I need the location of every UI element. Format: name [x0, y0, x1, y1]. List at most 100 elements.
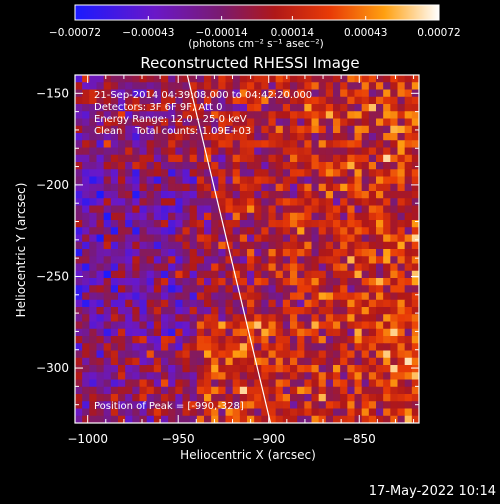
- heatmap-cell: [397, 154, 406, 163]
- heatmap-cell: [275, 241, 284, 250]
- heatmap-cell: [282, 350, 291, 359]
- heatmap-cell: [325, 263, 334, 272]
- heatmap-cell: [397, 386, 406, 395]
- heatmap-cell: [75, 140, 83, 149]
- heatmap-cell: [311, 256, 320, 265]
- heatmap-cell: [354, 140, 363, 149]
- heatmap-cell: [261, 133, 270, 141]
- heatmap-cell: [404, 336, 413, 344]
- heatmap-cell: [247, 176, 255, 185]
- heatmap-cell: [182, 394, 191, 402]
- heatmap-cell: [189, 220, 198, 228]
- heatmap-cell: [254, 133, 262, 141]
- heatmap-cell: [390, 191, 399, 199]
- heatmap-cell: [361, 249, 370, 257]
- heatmap-cell: [218, 191, 227, 199]
- heatmap-cell: [397, 394, 406, 402]
- heatmap-cell: [182, 350, 191, 359]
- heatmap-cell: [354, 394, 363, 402]
- heatmap-cell: [354, 212, 363, 221]
- heatmap-cell: [318, 394, 327, 402]
- heatmap-cell: [397, 75, 406, 83]
- heatmap-cell: [189, 285, 198, 294]
- heatmap-cell: [196, 379, 205, 388]
- heatmap-cell: [189, 227, 198, 236]
- heatmap-cell: [232, 350, 241, 359]
- heatmap-cell: [311, 285, 320, 294]
- heatmap-cell: [239, 241, 248, 250]
- heatmap-cell: [411, 256, 419, 265]
- heatmap-cell: [103, 75, 112, 83]
- heatmap-cell: [318, 191, 327, 199]
- heatmap-cell: [110, 162, 119, 170]
- heatmap-cell: [361, 212, 370, 221]
- heatmap-cell: [110, 350, 119, 359]
- heatmap-cell: [89, 162, 98, 170]
- heatmap-cell: [75, 307, 83, 315]
- heatmap-cell: [89, 372, 98, 381]
- heatmap-cell: [282, 176, 291, 185]
- heatmap-cell: [383, 183, 391, 192]
- heatmap-cell: [247, 205, 255, 214]
- heatmap-cell: [232, 183, 241, 192]
- heatmap-cell: [390, 227, 399, 236]
- heatmap-cell: [290, 183, 298, 192]
- heatmap-cell: [118, 234, 126, 243]
- heatmap-cell: [75, 249, 83, 257]
- heatmap-cell: [189, 357, 198, 366]
- heatmap-cell: [132, 169, 141, 178]
- heatmap-cell: [189, 365, 198, 373]
- heatmap-cell: [397, 278, 406, 286]
- heatmap-cell: [82, 270, 90, 279]
- heatmap-cell: [239, 379, 248, 388]
- heatmap-cell: [282, 394, 291, 402]
- heatmap-cell: [318, 241, 327, 250]
- heatmap-cell: [89, 220, 98, 228]
- heatmap-cell: [290, 212, 298, 221]
- heatmap-cell: [404, 183, 413, 192]
- heatmap-cell: [368, 249, 377, 257]
- heatmap-cell: [311, 212, 320, 221]
- annotation-energy: Energy Range: 12.0 - 25.0 keV: [94, 114, 247, 125]
- heatmap-cell: [118, 365, 126, 373]
- heatmap-cell: [175, 292, 184, 301]
- colorbar-ticks: −0.00072 −0.00043 −0.00014 0.00014 0.00043 0.…: [49, 16, 461, 39]
- heatmap-cell: [282, 401, 291, 410]
- heatmap-cell: [290, 394, 298, 402]
- heatmap-cell: [110, 104, 119, 112]
- heatmap-cell: [282, 162, 291, 170]
- heatmap-cell: [397, 96, 406, 105]
- heatmap-cell: [189, 169, 198, 178]
- heatmap-cell: [404, 408, 413, 417]
- heatmap-cell: [333, 372, 341, 381]
- heatmap-cell: [368, 401, 377, 410]
- heatmap-cell: [175, 82, 184, 91]
- heatmap-cell: [361, 379, 370, 388]
- heatmap-cell: [153, 285, 162, 294]
- heatmap-cell: [82, 154, 90, 163]
- heatmap-cell: [268, 133, 277, 141]
- x-tick-label: −1000: [67, 432, 108, 446]
- heatmap-cell: [96, 328, 105, 337]
- heatmap-cell: [368, 408, 377, 417]
- heatmap-cell: [125, 133, 133, 141]
- heatmap-cell: [118, 191, 126, 199]
- heatmap-cell: [82, 343, 90, 352]
- heatmap-cell: [390, 357, 399, 366]
- heatmap-cell: [82, 162, 90, 170]
- heatmap-cell: [211, 212, 219, 221]
- heatmap-cell: [218, 241, 227, 250]
- heatmap-cell: [268, 292, 277, 301]
- heatmap-cell: [168, 336, 176, 344]
- heatmap-cell: [239, 263, 248, 272]
- heatmap-cell: [189, 386, 198, 395]
- heatmap-cell: [261, 241, 270, 250]
- heatmap-cell: [411, 415, 419, 423]
- heatmap-cell: [182, 299, 191, 308]
- heatmap-cell: [297, 241, 305, 250]
- heatmap-cell: [89, 386, 98, 395]
- heatmap-cell: [232, 140, 241, 149]
- heatmap-cell: [333, 357, 341, 366]
- heatmap-cell: [189, 408, 198, 417]
- heatmap-cell: [218, 372, 227, 381]
